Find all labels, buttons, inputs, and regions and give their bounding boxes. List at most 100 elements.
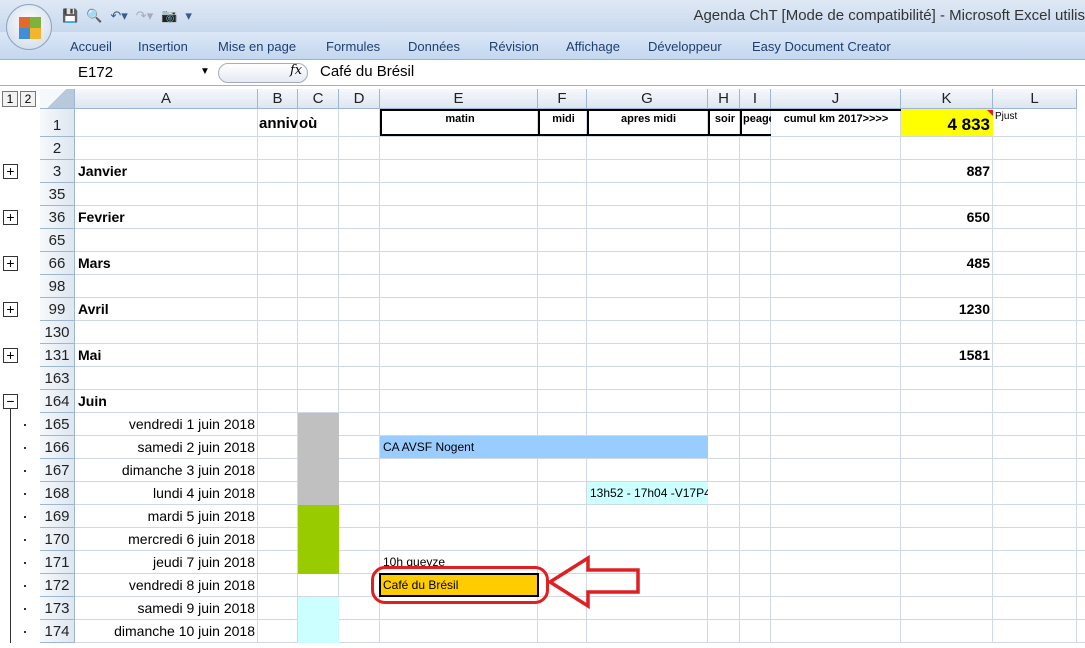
column-header-g[interactable]: G [587, 89, 708, 109]
column-header-a[interactable]: A [75, 89, 258, 109]
row-header[interactable]: 130 [40, 321, 75, 344]
date-cell[interactable]: dimanche 3 juin 2018 [121, 462, 255, 478]
row-header[interactable]: 171 [40, 551, 75, 574]
cumul-km-total[interactable]: 4 833 [901, 109, 993, 136]
row-header[interactable]: 3 [40, 160, 75, 183]
function-icon[interactable]: fx [290, 63, 303, 78]
column-header-j[interactable]: J [771, 89, 901, 109]
location-fill[interactable] [298, 620, 339, 643]
date-cell[interactable]: samedi 9 juin 2018 [137, 600, 255, 616]
location-fill[interactable] [298, 597, 339, 620]
undo-icon[interactable]: ↶▾ [110, 8, 128, 23]
row-header[interactable]: 163 [40, 367, 75, 390]
row-header[interactable]: 172 [40, 574, 75, 597]
location-fill[interactable] [298, 528, 339, 551]
matin-entry[interactable]: 10h queyze [383, 555, 446, 569]
tab-insertion[interactable]: Insertion [138, 39, 188, 54]
date-cell[interactable]: mercredi 6 juin 2018 [128, 531, 255, 547]
camera-icon[interactable]: 📷 [161, 8, 178, 23]
row-header[interactable]: 164 [40, 390, 75, 413]
row-header[interactable]: 1 [40, 109, 75, 137]
header-anniv[interactable]: anniv [259, 115, 298, 132]
tab-accueil[interactable]: Accueil [70, 39, 112, 54]
column-header-k[interactable]: K [901, 89, 993, 109]
group-expand-button[interactable]: + [3, 256, 18, 271]
column-header-l[interactable]: L [993, 89, 1077, 109]
month-km[interactable]: 650 [966, 209, 990, 225]
date-cell[interactable]: vendredi 1 juin 2018 [128, 416, 255, 432]
name-box[interactable]: E172 [78, 64, 114, 81]
print-preview-icon[interactable]: 🔍 [86, 8, 103, 23]
date-cell[interactable]: samedi 2 juin 2018 [137, 439, 255, 455]
row-header[interactable]: 99 [40, 298, 75, 321]
row-header[interactable]: 170 [40, 528, 75, 551]
tab-mise-en-page[interactable]: Mise en page [218, 39, 297, 54]
header-e[interactable]: matin [380, 109, 538, 136]
month-label[interactable]: Mars [78, 255, 111, 271]
group-collapse-button[interactable]: − [3, 394, 18, 409]
location-fill[interactable] [298, 482, 339, 505]
column-header-f[interactable]: F [538, 89, 587, 109]
location-fill[interactable] [298, 459, 339, 482]
header-ou[interactable]: où [299, 115, 318, 132]
group-expand-button[interactable]: + [3, 164, 18, 179]
outline-level-2-button[interactable]: 2 [20, 91, 36, 107]
month-label[interactable]: Mai [78, 347, 102, 363]
comment-indicator[interactable] [987, 110, 993, 116]
row-header[interactable]: 168 [40, 482, 75, 505]
apres-midi-entry[interactable]: 13h52 - 17h04 -V17P41 [587, 482, 708, 504]
row-header[interactable]: 131 [40, 344, 75, 367]
date-cell[interactable]: dimanche 10 juin 2018 [114, 623, 255, 639]
matin-entry[interactable]: Café du Brésil [379, 573, 539, 597]
column-header-h[interactable]: H [708, 89, 740, 109]
row-header[interactable]: 165 [40, 413, 75, 436]
date-cell[interactable]: lundi 4 juin 2018 [153, 485, 255, 501]
tab-données[interactable]: Données [408, 39, 461, 54]
select-all-corner[interactable] [40, 89, 75, 109]
month-label[interactable]: Juin [78, 393, 107, 409]
group-expand-button[interactable]: + [3, 348, 18, 363]
row-header[interactable]: 66 [40, 252, 75, 275]
worksheet-grid[interactable]: 1 2 A B C D E F G H I J K L 1 2 3 35 36 65 66 98 99 130 131 163 16… [0, 89, 1085, 648]
column-header-d[interactable]: D [339, 89, 380, 109]
location-fill[interactable] [298, 413, 339, 436]
header-cumul-km[interactable]: cumul km 2017>>>> [771, 109, 901, 136]
month-km[interactable]: 887 [966, 163, 990, 179]
header-g[interactable]: apres midi [587, 109, 708, 136]
month-label[interactable]: Avril [78, 301, 109, 317]
row-header[interactable]: 2 [40, 137, 75, 160]
tab-formules[interactable]: Formules [326, 39, 381, 54]
header-h[interactable]: soir [708, 109, 740, 136]
outline-level-1-button[interactable]: 1 [2, 91, 18, 107]
customize-toolbar-icon[interactable]: ▾ [185, 8, 192, 23]
row-header[interactable]: 167 [40, 459, 75, 482]
group-expand-button[interactable]: + [3, 302, 18, 317]
row-header[interactable]: 174 [40, 620, 75, 643]
month-km[interactable]: 1581 [958, 347, 990, 363]
date-cell[interactable]: jeudi 7 juin 2018 [153, 554, 255, 570]
column-header-i[interactable]: I [740, 89, 771, 109]
location-fill[interactable] [298, 436, 339, 459]
header-pjust[interactable]: Pjust [995, 111, 1018, 122]
date-cell[interactable]: mardi 5 juin 2018 [147, 508, 255, 524]
column-header-b[interactable]: B [258, 89, 298, 109]
column-header-e[interactable]: E [380, 89, 538, 109]
location-fill[interactable] [298, 551, 339, 574]
tab-développeur[interactable]: Développeur [648, 39, 722, 54]
row-header[interactable]: 35 [40, 183, 75, 206]
column-header-c[interactable]: C [298, 89, 339, 109]
row-header[interactable]: 36 [40, 206, 75, 229]
header-i[interactable]: peage [740, 109, 771, 136]
tab-easy-document-creator[interactable]: Easy Document Creator [752, 39, 891, 54]
office-button[interactable] [6, 4, 52, 50]
tab-affichage[interactable]: Affichage [566, 39, 620, 54]
location-fill[interactable] [298, 505, 339, 528]
row-header[interactable]: 173 [40, 597, 75, 620]
group-expand-button[interactable]: + [3, 210, 18, 225]
chevron-down-icon[interactable]: ▼ [200, 66, 210, 77]
date-cell[interactable]: vendredi 8 juin 2018 [128, 577, 255, 593]
month-km[interactable]: 1230 [958, 301, 990, 317]
row-header[interactable]: 169 [40, 505, 75, 528]
month-label[interactable]: Janvier [78, 163, 128, 179]
formula-input[interactable]: Café du Brésil [320, 63, 415, 80]
